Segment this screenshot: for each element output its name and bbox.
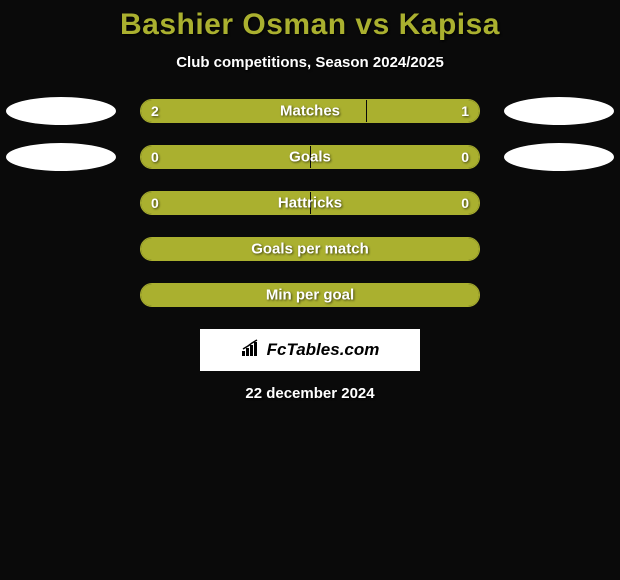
stat-bar: Min per goal — [140, 283, 480, 307]
stat-row: Min per goal — [0, 283, 620, 307]
stat-value-left: 0 — [151, 149, 159, 165]
stat-row: Goals 0 0 — [0, 145, 620, 169]
stat-bar: Goals 0 0 — [140, 145, 480, 169]
stat-bar: Hattricks 0 0 — [140, 191, 480, 215]
stat-value-left: 2 — [151, 103, 159, 119]
stat-label: Goals per match — [251, 241, 369, 258]
subtitle: Club competitions, Season 2024/2025 — [0, 54, 620, 71]
stat-value-right: 0 — [461, 195, 469, 211]
stat-label: Goals — [289, 149, 331, 166]
stat-bar: Goals per match — [140, 237, 480, 261]
stat-rows: Matches 2 1 Goals 0 0 Hattricks 0 0 Goals per mat… — [0, 99, 620, 307]
date-text: 22 december 2024 — [0, 385, 620, 402]
stat-bar: Matches 2 1 — [140, 99, 480, 123]
bar-segment-right — [311, 146, 480, 168]
infographic-container: Bashier Osman vs Kapisa Club competition… — [0, 0, 620, 402]
stat-value-right: 0 — [461, 149, 469, 165]
player-badge-right — [504, 97, 614, 125]
stat-value-left: 0 — [151, 195, 159, 211]
chart-icon — [241, 339, 263, 362]
stat-label: Matches — [280, 103, 340, 120]
stat-label: Min per goal — [266, 287, 354, 304]
stat-row: Hattricks 0 0 — [0, 191, 620, 215]
stat-value-right: 1 — [461, 103, 469, 119]
logo-text: FcTables.com — [267, 340, 380, 360]
logo-box: FcTables.com — [200, 329, 420, 371]
player-badge-left — [6, 143, 116, 171]
bar-segment-left — [141, 146, 310, 168]
player-badge-left — [6, 97, 116, 125]
logo: FcTables.com — [241, 339, 380, 362]
player-badge-right — [504, 143, 614, 171]
stat-row: Goals per match — [0, 237, 620, 261]
stat-label: Hattricks — [278, 195, 342, 212]
page-title: Bashier Osman vs Kapisa — [0, 8, 620, 42]
stat-row: Matches 2 1 — [0, 99, 620, 123]
